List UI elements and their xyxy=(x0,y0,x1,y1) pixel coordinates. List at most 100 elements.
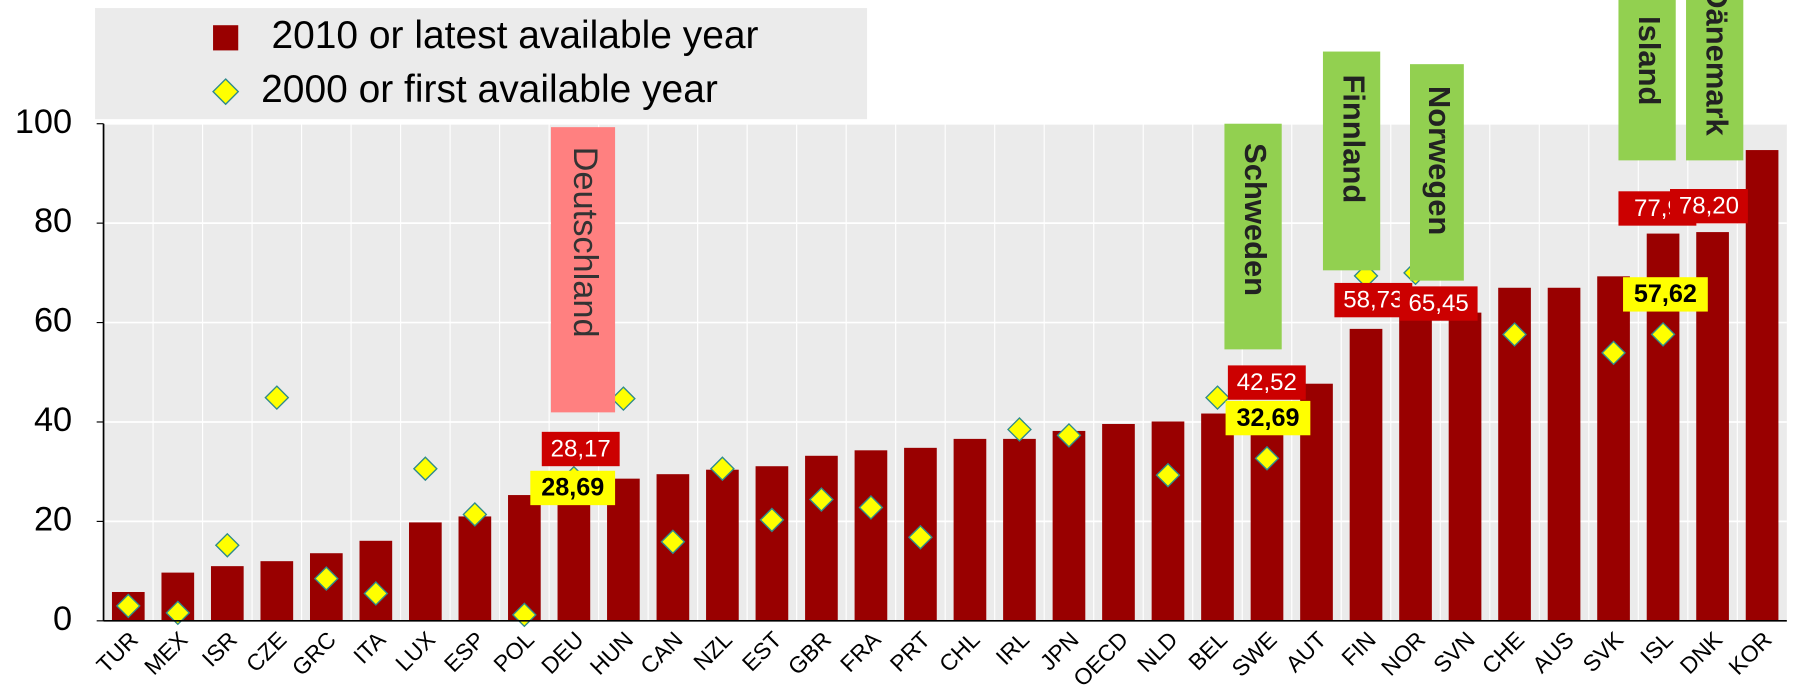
x-tick-label: OECD xyxy=(1068,626,1133,691)
x-tick-label: SWE xyxy=(1226,626,1281,681)
x-tick-label: KOR xyxy=(1723,626,1776,679)
value-label-box xyxy=(1227,365,1306,400)
annotation-box xyxy=(1618,0,1676,161)
value-label: 78,20 xyxy=(1679,193,1739,220)
diamond-marker xyxy=(115,593,141,619)
diamond-marker xyxy=(908,524,933,550)
x-tick-label: ITA xyxy=(348,626,391,669)
bar xyxy=(1597,276,1630,621)
bar xyxy=(1151,421,1185,621)
diamond-marker xyxy=(1601,340,1626,366)
y-tick-label: 80 xyxy=(34,202,72,240)
x-tick-label: NZL xyxy=(688,626,737,675)
diamond-marker xyxy=(1155,462,1181,488)
value-label: 42,52 xyxy=(1237,369,1297,396)
x-tick-label: TUR xyxy=(91,626,143,678)
value-label: 32,69 xyxy=(1236,404,1299,432)
x-tick-label: FRA xyxy=(835,626,886,677)
bar xyxy=(508,495,541,621)
bar xyxy=(210,566,244,621)
diamond-marker xyxy=(1056,422,1082,448)
bar xyxy=(1052,430,1086,621)
value-label: 58,73 xyxy=(1343,287,1403,314)
x-tick-label: NLD xyxy=(1132,626,1183,677)
diamond-marker xyxy=(165,600,191,626)
annotation-label: Finnland xyxy=(1336,74,1371,203)
diamond-marker xyxy=(1007,417,1032,442)
value-label: 57,62 xyxy=(1634,280,1697,308)
x-tick-label: ESP xyxy=(439,626,490,677)
annotation-label: Schweden xyxy=(1238,143,1273,296)
bar xyxy=(1003,438,1036,621)
diamond-marker xyxy=(412,456,438,482)
x-tick-label: DEU xyxy=(536,626,589,679)
x-tick-label: IRL xyxy=(991,626,1035,670)
value-label-box xyxy=(1334,282,1413,318)
diamond-marker xyxy=(858,495,884,520)
value-label: 65,45 xyxy=(1409,290,1469,317)
bar xyxy=(1448,312,1482,621)
bar xyxy=(1250,409,1284,621)
bar xyxy=(409,522,442,621)
x-tick-label: EST xyxy=(737,626,787,676)
x-tick-label: MEX xyxy=(139,626,192,679)
x-tick-label: LUX xyxy=(390,626,440,676)
diamond-marker xyxy=(214,532,240,558)
diamond-marker xyxy=(1254,445,1280,471)
legend-label: 2000 or first available year xyxy=(261,68,718,111)
annotation-box xyxy=(1409,64,1464,281)
annotation-box xyxy=(1224,123,1282,350)
value-label-box xyxy=(1623,277,1708,312)
x-tick-label: SVN xyxy=(1428,626,1480,678)
bar xyxy=(458,516,492,621)
annotation-box xyxy=(1686,0,1744,161)
x-tick-label: NOR xyxy=(1376,626,1430,680)
bar xyxy=(706,469,739,621)
diamond-marker xyxy=(363,581,389,606)
diamond-marker xyxy=(1650,321,1676,347)
annotation-label: Deutschland xyxy=(566,147,604,338)
bar xyxy=(953,438,987,621)
value-label-box xyxy=(1670,189,1748,224)
legend-swatch xyxy=(213,25,239,51)
x-tick-label: GBR xyxy=(783,626,836,679)
value-label: 28,17 xyxy=(551,436,611,463)
bar xyxy=(805,455,838,621)
x-tick-label: DNK xyxy=(1675,626,1728,679)
diamond-marker xyxy=(660,529,686,555)
legend-swatch xyxy=(212,78,240,106)
diamond-marker xyxy=(709,456,735,482)
y-tick-label: 0 xyxy=(53,600,72,638)
annotation-label: Norwegen xyxy=(1422,86,1457,235)
x-tick-label: POL xyxy=(488,626,539,677)
x-tick-label: SVK xyxy=(1577,626,1628,677)
diamond-marker xyxy=(1502,322,1527,347)
value-label-box xyxy=(541,431,620,467)
x-tick-label: PRT xyxy=(885,626,935,676)
value-label-box xyxy=(1399,286,1478,321)
bar xyxy=(1399,295,1432,621)
diamond-marker xyxy=(808,487,834,512)
diamond-marker xyxy=(462,502,488,527)
x-tick-label: FIN xyxy=(1336,626,1380,670)
annotation-box xyxy=(1322,51,1381,271)
bar xyxy=(1201,413,1234,621)
bar xyxy=(755,466,789,621)
y-tick-label: 60 xyxy=(34,302,72,340)
bar xyxy=(1745,150,1779,621)
x-tick-label: AUS xyxy=(1527,626,1579,678)
diamond-marker xyxy=(264,385,290,411)
bar xyxy=(359,540,393,621)
bar xyxy=(1547,287,1581,621)
y-tick-label: 100 xyxy=(15,103,72,141)
bar xyxy=(1102,423,1135,621)
annotation-box xyxy=(550,127,616,413)
annotation-label: Island xyxy=(1632,16,1667,105)
bar xyxy=(1349,328,1383,621)
x-tick-label: HUN xyxy=(585,626,638,679)
x-tick-label: CAN xyxy=(635,626,688,679)
bar xyxy=(854,450,888,621)
x-tick-label: AUT xyxy=(1280,626,1331,677)
legend-label: 2010 or latest available year xyxy=(271,14,758,57)
